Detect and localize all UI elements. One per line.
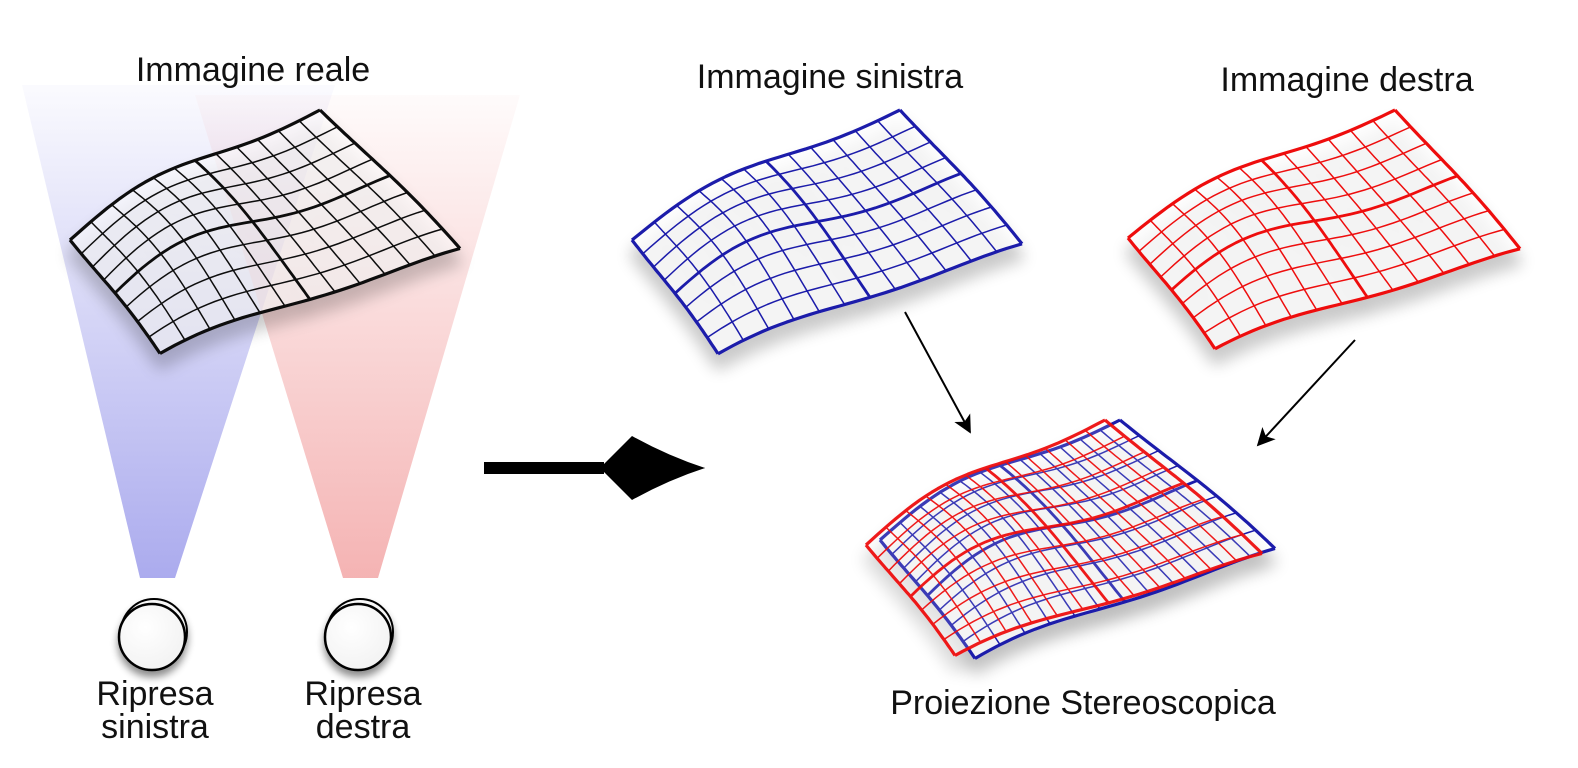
sheet-real-surface	[70, 110, 460, 354]
grid-column-line	[277, 130, 411, 266]
grid-column-line	[90, 221, 186, 341]
grid-column-line	[676, 204, 770, 330]
projection-label: Proiezione Stereoscopica	[890, 684, 1276, 722]
grid-column-line	[925, 495, 1033, 624]
grid-column-line	[1118, 418, 1277, 550]
grid-column-line	[653, 221, 744, 341]
stereoscopic-projection-sheet	[864, 418, 1277, 660]
grid-column-line	[298, 120, 436, 257]
grid-column-line	[1103, 418, 1264, 555]
sheet-proj-surface	[866, 420, 1262, 656]
grid-column-line	[832, 139, 947, 272]
grid-column-line	[1126, 236, 1217, 350]
grid-column-line	[698, 190, 795, 320]
grid-column-line	[68, 238, 162, 355]
left-camera-icon	[117, 598, 188, 672]
grid-column-line	[318, 108, 462, 250]
grid-column-line	[885, 526, 982, 643]
grid-column-line	[1327, 138, 1445, 274]
grid-column-line	[1349, 129, 1470, 265]
grid-column-line	[1260, 159, 1369, 299]
left-image-label: Immagine sinistra	[697, 58, 964, 96]
grid-column-line	[256, 138, 386, 275]
grid-column-line	[173, 167, 286, 307]
grid-column-line	[1283, 152, 1394, 291]
left-image-arrow	[904, 311, 971, 434]
grid-column-line	[215, 153, 336, 293]
grid-column-line	[765, 160, 872, 299]
grid-column-line	[965, 474, 1084, 610]
grid-column-line	[194, 159, 312, 301]
grid-column-line	[720, 178, 820, 313]
grid-column-line	[1194, 188, 1292, 318]
real-image-label: Immagine reale	[136, 51, 370, 89]
real-image-sheet	[68, 108, 462, 355]
grid-column-line	[1084, 429, 1237, 562]
right-image-arrow	[1256, 339, 1356, 447]
grid-column-line	[1305, 146, 1419, 283]
right-camera-label-line2: destra	[316, 708, 411, 746]
grid-column-line	[810, 146, 922, 281]
grid-column-line	[905, 509, 1007, 632]
big-right-arrow	[484, 436, 705, 500]
grid-column-line	[945, 483, 1058, 617]
left-image-sheet	[630, 108, 1024, 356]
right-camera-icon	[323, 598, 394, 672]
grid-column-line	[1044, 447, 1186, 580]
grid-column-line	[864, 543, 957, 657]
grid-column-line	[1171, 203, 1267, 326]
right-camera-label-line1: Ripresa	[304, 675, 421, 713]
grid-column-line	[111, 204, 211, 330]
grid-column-line	[1024, 454, 1161, 589]
grid-column-line	[984, 466, 1110, 604]
grid-column-line	[1372, 120, 1496, 257]
grid-column-line	[132, 189, 236, 321]
grid-column-line	[877, 120, 998, 253]
grid-column-line	[1238, 167, 1343, 305]
left-camera-label-line2: sinistra	[101, 708, 209, 746]
grid-column-line	[1149, 219, 1242, 337]
grid-column-line	[152, 177, 261, 314]
right-image-label: Immagine destra	[1220, 61, 1473, 99]
grid-column-line	[1064, 439, 1212, 570]
grid-column-line	[1216, 176, 1318, 311]
left-camera-label-line1: Ripresa	[96, 675, 213, 713]
grid-column-line	[898, 108, 1024, 245]
grid-column-line	[854, 130, 972, 262]
grid-column-line	[787, 153, 896, 290]
grid-column-line	[236, 146, 361, 284]
right-image-sheet	[1126, 108, 1522, 351]
grid-column-line	[1004, 461, 1135, 597]
grid-column-line	[630, 239, 720, 355]
grid-column-line	[743, 168, 846, 306]
sheet-right-surface	[1128, 110, 1520, 349]
grid-column-line	[1393, 108, 1522, 250]
